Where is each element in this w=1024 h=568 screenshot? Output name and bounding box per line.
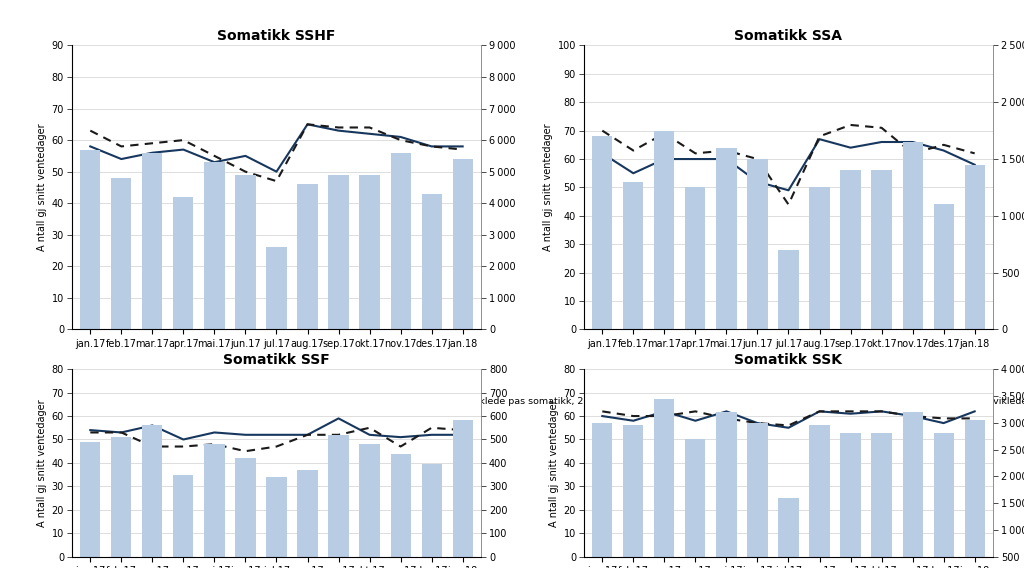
Bar (236, 175, 256, 329)
Bar (390, 153, 411, 329)
Bar (453, 159, 473, 329)
Bar (685, 187, 706, 329)
Bar (236, 458, 256, 557)
Y-axis label: A ntall gj snitt ventedager: A ntall gj snitt ventedager (38, 124, 47, 251)
Bar (142, 425, 163, 557)
Bar (205, 162, 224, 329)
Bar (748, 159, 768, 329)
Bar (359, 175, 380, 329)
Legend: Antall avviklede pasienter (høyre akse), Gj snitt antall dager avviklet alle pas: Antall avviklede pasienter (høyre akse),… (589, 396, 1024, 419)
Bar (205, 444, 224, 557)
Bar (112, 437, 131, 557)
Title: Somatikk SSA: Somatikk SSA (734, 29, 843, 43)
Bar (329, 435, 348, 557)
Bar (390, 453, 411, 557)
Bar (717, 148, 736, 329)
Bar (778, 498, 799, 568)
Title: Somatikk SSK: Somatikk SSK (734, 353, 843, 367)
Bar (592, 423, 612, 568)
Y-axis label: A ntall gj snitt ventedager: A ntall gj snitt ventedager (544, 124, 554, 251)
Bar (717, 412, 736, 568)
Bar (80, 442, 100, 557)
Bar (359, 444, 380, 557)
Bar (654, 131, 675, 329)
Bar (685, 439, 706, 568)
Bar (266, 477, 287, 557)
Bar (934, 204, 953, 329)
Bar (173, 197, 194, 329)
Bar (871, 170, 892, 329)
Bar (297, 470, 317, 557)
Bar (592, 136, 612, 329)
Title: Somatikk SSHF: Somatikk SSHF (217, 29, 336, 43)
Bar (453, 420, 473, 557)
Y-axis label: A ntall gj snitt ventedager: A ntall gj snitt ventedager (550, 399, 559, 527)
Bar (902, 142, 923, 329)
Bar (841, 433, 860, 568)
Bar (112, 178, 131, 329)
Bar (965, 165, 985, 329)
Bar (173, 475, 194, 557)
Bar (654, 399, 675, 568)
Bar (329, 175, 348, 329)
Bar (266, 248, 287, 329)
Y-axis label: A ntall gj snitt ventedager: A ntall gj snitt ventedager (38, 399, 47, 527)
Bar (422, 194, 441, 329)
Bar (934, 433, 953, 568)
Bar (902, 412, 923, 568)
Bar (624, 182, 643, 329)
Bar (841, 170, 860, 329)
Bar (778, 250, 799, 329)
Bar (422, 464, 441, 557)
Bar (624, 425, 643, 568)
Bar (142, 153, 163, 329)
Bar (748, 423, 768, 568)
Legend: Antall avviklede pasienter (høyre akse), Gj.snitt ventetid avv. pas. somatikk, G: Antall avviklede pasienter (høyre akse),… (77, 396, 617, 419)
Bar (809, 425, 829, 568)
Bar (80, 149, 100, 329)
Bar (297, 184, 317, 329)
Bar (965, 420, 985, 568)
Title: Somatikk SSF: Somatikk SSF (223, 353, 330, 367)
Bar (809, 187, 829, 329)
Bar (871, 433, 892, 568)
